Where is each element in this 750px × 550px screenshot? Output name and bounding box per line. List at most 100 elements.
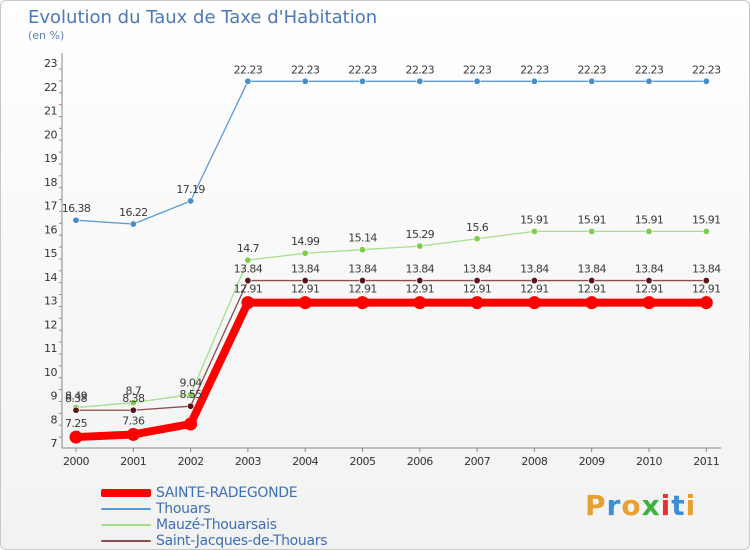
data-label: 12.91	[348, 283, 377, 296]
data-label: 8.38	[122, 392, 145, 405]
data-point	[702, 77, 710, 85]
x-tick-label: 2006	[407, 455, 433, 468]
data-label: 13.84	[291, 263, 320, 276]
x-tick-label: 2010	[636, 455, 662, 468]
logo-letter: x	[641, 489, 661, 522]
data-point	[585, 296, 599, 310]
x-tick-label: 2011	[693, 455, 719, 468]
data-label: 22.23	[577, 63, 606, 76]
chart-legend: SAINTE-RADEGONDE Thouars Mauzé-Thouarsais S…	[101, 485, 328, 549]
data-point	[187, 197, 195, 205]
data-point	[470, 296, 484, 310]
data-label: 13.84	[406, 263, 435, 276]
data-point	[187, 391, 195, 399]
data-label: 9.04	[180, 377, 203, 390]
data-label: 22.23	[291, 63, 320, 76]
data-point	[358, 277, 366, 285]
x-tick-label: 2003	[235, 455, 261, 468]
legend-label: SAINTE-RADEGONDE	[156, 485, 298, 501]
data-label: 13.84	[463, 263, 492, 276]
y-tick-label: 14	[44, 271, 57, 284]
logo-letter: P	[585, 489, 607, 522]
data-label: 15.14	[348, 232, 377, 245]
data-point	[702, 227, 710, 235]
data-label: 22.23	[234, 63, 263, 76]
data-label: 22.23	[348, 63, 377, 76]
data-point	[126, 427, 140, 441]
legend-item: Mauzé-Thouarsais	[101, 517, 327, 533]
y-tick-label: 13	[44, 295, 57, 308]
y-tick-label: 16	[44, 223, 57, 236]
y-tick-label: 20	[44, 128, 57, 141]
data-label: 8.38	[65, 392, 88, 405]
data-label: 12.91	[692, 283, 721, 296]
logo-letter: i	[685, 489, 697, 522]
data-point	[699, 296, 713, 310]
data-label: 13.84	[577, 263, 606, 276]
legend-item: Saint-Jacques-de-Thouars	[101, 533, 328, 549]
data-label: 12.91	[406, 283, 435, 296]
legend-label: Thouars	[156, 501, 211, 517]
data-point	[356, 296, 369, 310]
data-label: 12.91	[234, 283, 263, 296]
data-point	[187, 402, 195, 410]
series-lines	[72, 80, 711, 442]
y-tick-label: 21	[44, 105, 57, 118]
series-points	[69, 77, 713, 444]
data-point	[413, 296, 427, 310]
y-tick-label: 9	[51, 390, 58, 403]
data-point	[588, 227, 596, 235]
series-line	[75, 279, 707, 411]
data-point	[530, 77, 538, 85]
data-label: 22.23	[520, 63, 549, 76]
legend-swatch	[101, 524, 151, 526]
legend-item: Thouars	[101, 501, 327, 517]
data-label: 17.19	[176, 183, 205, 196]
data-point	[530, 227, 538, 235]
data-point	[129, 220, 137, 228]
data-label: 12.91	[635, 283, 664, 296]
data-point	[244, 77, 252, 85]
data-point	[416, 277, 424, 285]
axes: 7 8 9 10 11 12 13 14 15 16 17 18 19 20 21 22 23 2000 2001 2…	[44, 53, 721, 468]
data-point	[530, 277, 538, 285]
data-label: 13.84	[234, 263, 263, 276]
series-line	[75, 80, 707, 225]
x-tick-label: 2001	[120, 455, 146, 468]
logo-letter: t	[671, 489, 686, 522]
x-tick-label: 2007	[464, 455, 490, 468]
y-tick-label: 17	[44, 200, 57, 213]
data-point	[298, 296, 312, 310]
data-point	[72, 406, 80, 414]
proxiti-logo: Proxiti	[585, 489, 696, 522]
y-tick-label: 18	[44, 176, 57, 189]
data-label: 7.25	[65, 417, 88, 430]
legend-label: Saint-Jacques-de-Thouars	[156, 533, 328, 549]
data-label: 13.84	[692, 263, 721, 276]
x-tick-label: 2004	[292, 455, 318, 468]
data-point	[473, 277, 481, 285]
data-label: 15.91	[577, 213, 606, 226]
data-point	[473, 77, 481, 85]
legend-swatch	[101, 489, 151, 497]
data-point	[241, 296, 255, 310]
y-tick-label: 10	[44, 366, 57, 379]
data-point	[642, 296, 656, 310]
data-label: 12.91	[291, 283, 320, 296]
data-label: 13.84	[520, 263, 549, 276]
data-label: 8.55	[180, 388, 203, 401]
data-label: 16.38	[62, 202, 91, 215]
data-label: 15.91	[635, 213, 664, 226]
data-label: 7.36	[122, 414, 145, 427]
data-label: 16.22	[119, 206, 148, 219]
data-point	[702, 277, 710, 285]
data-point	[588, 77, 596, 85]
y-tick-label: 8	[51, 413, 58, 426]
y-tick-label: 19	[44, 152, 57, 165]
data-point	[358, 246, 366, 254]
data-label: 15.91	[692, 213, 721, 226]
data-point	[358, 77, 366, 85]
y-tick-label: 22	[44, 81, 57, 94]
data-label: 22.23	[692, 63, 721, 76]
